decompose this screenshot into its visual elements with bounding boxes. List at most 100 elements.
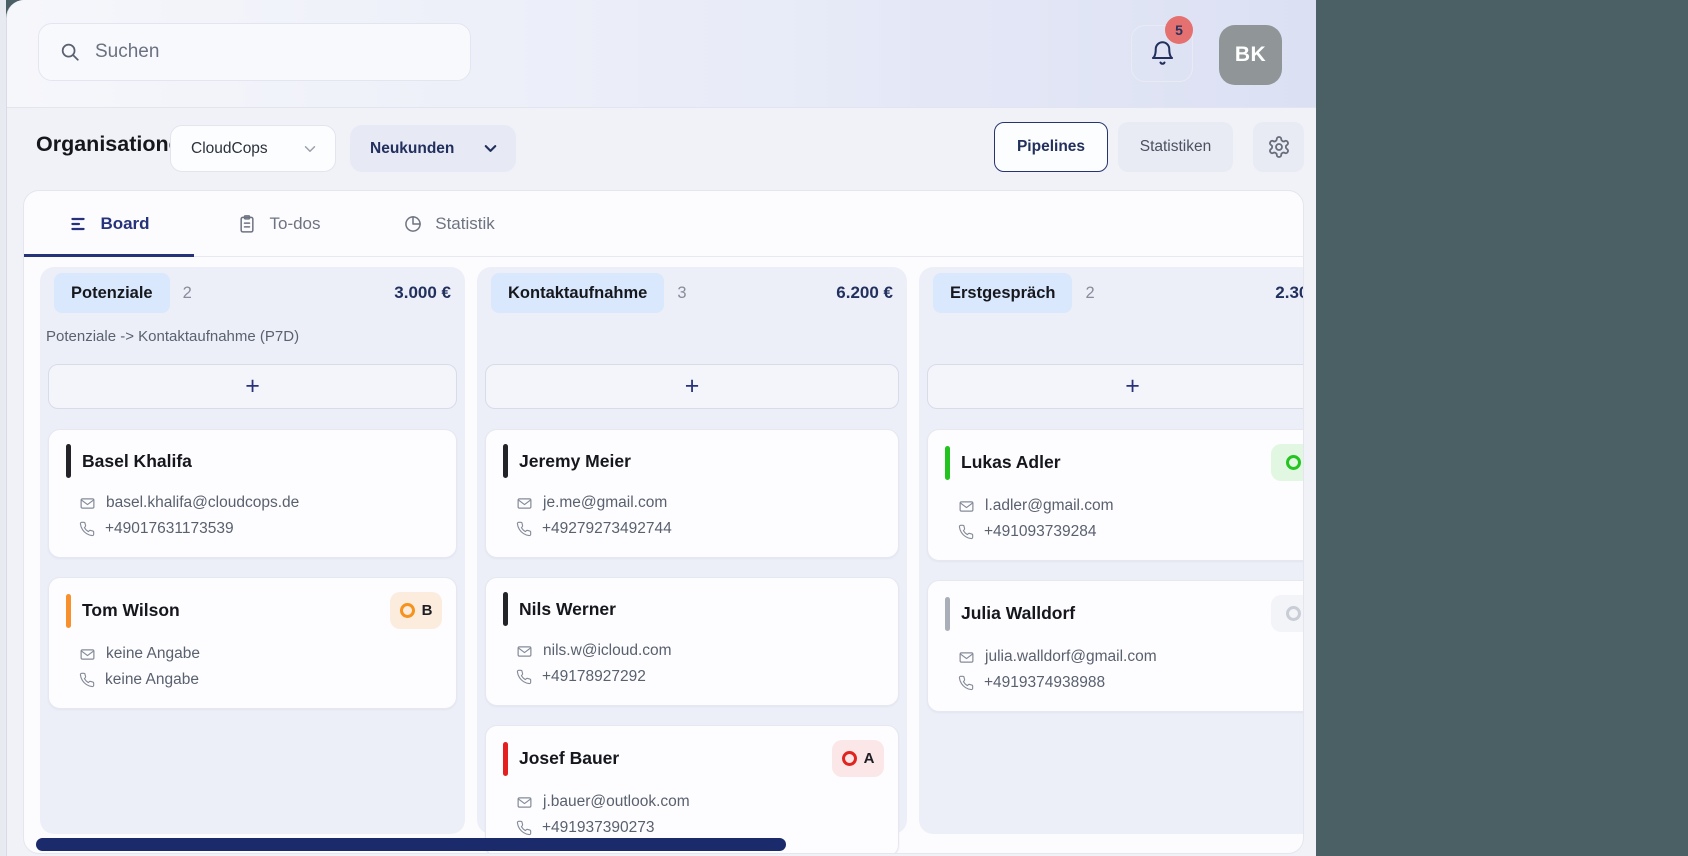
contact-phone-row: +49178927292 bbox=[516, 665, 884, 689]
column-erstgespraech: Erstgespräch 2 2.300 € + Lukas Adler bbox=[919, 267, 1303, 834]
avatar[interactable]: BK bbox=[1219, 25, 1282, 85]
contact-card[interactable]: Jeremy Meier je.me@gmail.com bbox=[485, 429, 899, 558]
envelope-icon bbox=[958, 649, 975, 666]
phone-icon bbox=[516, 820, 532, 836]
plus-icon: + bbox=[684, 372, 700, 400]
priority-bar bbox=[503, 592, 508, 626]
pipeline-select-value: Neukunden bbox=[370, 139, 455, 157]
chevron-down-icon bbox=[481, 139, 500, 158]
search-icon bbox=[59, 41, 81, 63]
column-value: 3.000 € bbox=[394, 283, 451, 302]
envelope-icon bbox=[516, 495, 533, 512]
column-value: 2.300 € bbox=[1275, 283, 1303, 302]
horizontal-scrollbar[interactable] bbox=[36, 838, 786, 851]
column-subheader: Potenziale -> Kontaktaufnahme (P7D) bbox=[46, 313, 451, 364]
column-name-pill: Kontaktaufnahme bbox=[491, 273, 665, 313]
search-input[interactable]: Suchen bbox=[38, 23, 471, 81]
page-title: Organisationen bbox=[36, 132, 194, 156]
rating-ring-icon bbox=[1286, 606, 1301, 621]
contact-name: Tom Wilson bbox=[82, 600, 180, 620]
contact-card[interactable]: Nils Werner nils.w@icloud.com bbox=[485, 577, 899, 706]
app-window: Suchen 5 BK Organisationen CloudCops bbox=[6, 0, 1316, 856]
pipelines-button-label: Pipelines bbox=[1016, 138, 1086, 155]
contact-name: Josef Bauer bbox=[519, 748, 620, 768]
contact-email: j.bauer@outlook.com bbox=[543, 793, 690, 810]
column-header: Erstgespräch 2 2.300 € bbox=[933, 273, 1303, 313]
card-list: Jeremy Meier je.me@gmail.com bbox=[485, 429, 899, 853]
contact-phone: +49178927292 bbox=[542, 668, 646, 685]
contact-card[interactable]: Tom Wilson B keine Angabe bbox=[48, 577, 457, 709]
contact-phone: +4919374938988 bbox=[984, 674, 1106, 691]
priority-bar bbox=[503, 444, 508, 478]
tab-statistik[interactable]: Statistik bbox=[364, 191, 534, 256]
plus-icon: + bbox=[245, 372, 260, 400]
contact-email-row: j.bauer@outlook.com bbox=[516, 790, 884, 814]
notifications-button[interactable] bbox=[1131, 25, 1193, 82]
contact-email-row: l.adler@gmail.com bbox=[958, 494, 1303, 518]
column-name-pill: Erstgespräch bbox=[933, 273, 1073, 313]
board-icon bbox=[68, 214, 88, 234]
contact-name: Lukas Adler bbox=[961, 452, 1061, 472]
contact-phone: +49279273492744 bbox=[542, 520, 672, 537]
contact-email: je.me@gmail.com bbox=[543, 494, 668, 511]
chevron-down-icon bbox=[301, 140, 319, 158]
column-kontaktaufnahme: Kontaktaufnahme 3 6.200 € + Jeremy Meier bbox=[477, 267, 907, 853]
contact-email-row: julia.walldorf@gmail.com bbox=[958, 645, 1303, 669]
contact-phone: +491093739284 bbox=[984, 523, 1097, 540]
contact-card[interactable]: Basel Khalifa basel.khalifa@cloudcops.de bbox=[48, 429, 457, 558]
contact-email-row: nils.w@icloud.com bbox=[516, 639, 884, 663]
pie-chart-icon bbox=[403, 214, 423, 234]
column-value: 6.200 € bbox=[836, 283, 893, 302]
contact-email: basel.khalifa@cloudcops.de bbox=[106, 494, 300, 511]
column-automation-subtitle: Potenziale -> Kontaktaufnahme (P7D) bbox=[46, 328, 300, 345]
tab-todos[interactable]: To-dos bbox=[194, 191, 364, 256]
tab-board[interactable]: Board bbox=[24, 191, 194, 257]
contact-card[interactable]: Lukas Adler l.adler@gmail. bbox=[927, 429, 1303, 561]
phone-icon bbox=[958, 524, 974, 540]
pipeline-select[interactable]: Neukunden bbox=[350, 125, 516, 172]
priority-bar bbox=[945, 445, 950, 480]
tab-statistik-label: Statistik bbox=[435, 213, 495, 233]
window-frame-strip bbox=[0, 0, 6, 856]
add-card-button[interactable]: + bbox=[485, 364, 899, 409]
rating-ring-icon bbox=[1286, 455, 1301, 470]
contact-card[interactable]: Josef Bauer A j.bauer@outlo bbox=[485, 725, 899, 853]
rating-ring-icon bbox=[399, 603, 415, 618]
contact-phone-row: +4919374938988 bbox=[958, 671, 1303, 695]
organization-select[interactable]: CloudCops bbox=[170, 125, 336, 172]
tab-board-label: Board bbox=[100, 213, 150, 233]
clipboard-icon bbox=[237, 214, 257, 234]
settings-button[interactable] bbox=[1253, 122, 1304, 172]
column-count: 2 bbox=[182, 283, 192, 302]
rating-ring-icon bbox=[841, 751, 857, 766]
rating-badge bbox=[1271, 444, 1303, 481]
contact-email: l.adler@gmail.com bbox=[985, 497, 1114, 514]
envelope-icon bbox=[958, 498, 975, 515]
contact-name: Nils Werner bbox=[519, 598, 616, 619]
avatar-initials: BK bbox=[1234, 43, 1267, 66]
priority-bar bbox=[503, 741, 508, 776]
phone-icon bbox=[79, 672, 95, 688]
board-panel: Board To-dos Statistik bbox=[23, 190, 1304, 854]
contact-card[interactable]: Julia Walldorf julia.walld bbox=[927, 580, 1303, 712]
gear-icon bbox=[1267, 135, 1291, 159]
statistics-button[interactable]: Statistiken bbox=[1118, 122, 1233, 172]
contact-email-row: basel.khalifa@cloudcops.de bbox=[79, 491, 442, 515]
card-list: Lukas Adler l.adler@gmail. bbox=[927, 429, 1303, 712]
contact-phone-row: +49279273492744 bbox=[516, 517, 884, 541]
tab-todos-label: To-dos bbox=[269, 213, 321, 233]
card-list: Basel Khalifa basel.khalifa@cloudcops.de bbox=[48, 429, 457, 709]
add-card-button[interactable]: + bbox=[927, 364, 1303, 409]
contact-email-row: je.me@gmail.com bbox=[516, 491, 884, 515]
rating-badge: B bbox=[390, 592, 442, 629]
contact-phone-row: +491093739284 bbox=[958, 520, 1303, 544]
add-card-button[interactable]: + bbox=[48, 364, 457, 409]
kanban-columns: Potenziale 2 3.000 € Potenziale -> Konta… bbox=[24, 257, 1303, 853]
contact-email: julia.walldorf@gmail.com bbox=[985, 648, 1157, 665]
pipelines-button[interactable]: Pipelines bbox=[994, 122, 1108, 172]
column-count: 3 bbox=[677, 283, 687, 302]
contact-phone-row: keine Angabe bbox=[79, 668, 442, 692]
rating-badge bbox=[1271, 595, 1303, 632]
organization-select-value: CloudCops bbox=[191, 139, 268, 157]
phone-icon bbox=[516, 521, 532, 537]
